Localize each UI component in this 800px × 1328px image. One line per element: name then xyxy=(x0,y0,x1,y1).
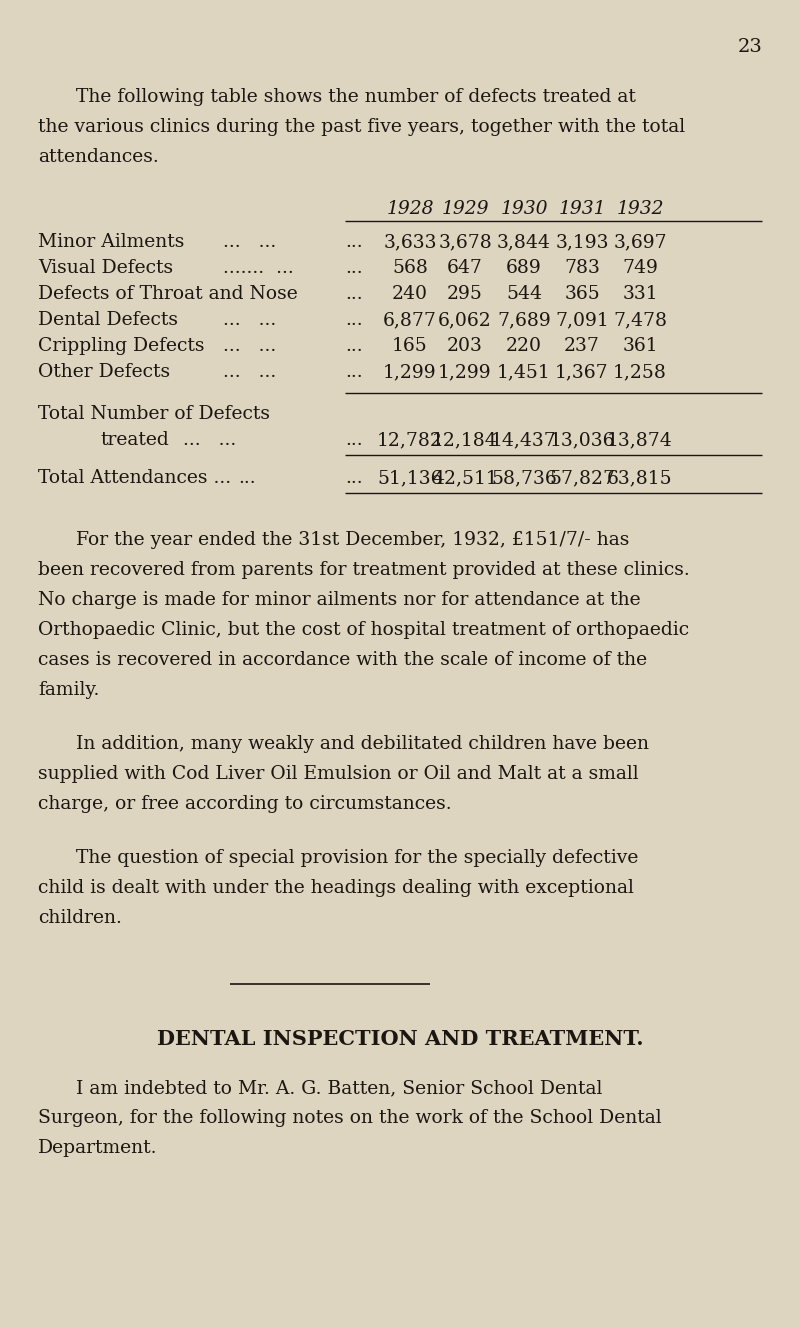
Text: ...: ... xyxy=(238,469,256,487)
Text: 7,478: 7,478 xyxy=(613,311,667,329)
Text: ...: ... xyxy=(345,232,362,251)
Text: ...: ... xyxy=(345,432,362,449)
Text: 57,827: 57,827 xyxy=(549,469,615,487)
Text: 647: 647 xyxy=(447,259,483,278)
Text: 568: 568 xyxy=(392,259,428,278)
Text: The following table shows the number of defects treated at: The following table shows the number of … xyxy=(76,88,636,106)
Text: ...   ...: ... ... xyxy=(183,432,236,449)
Text: Defects of Throat and Nose: Defects of Throat and Nose xyxy=(38,286,298,303)
Text: Other Defects: Other Defects xyxy=(38,363,170,381)
Text: ...   ...: ... ... xyxy=(223,311,276,329)
Text: 165: 165 xyxy=(392,337,428,355)
Text: Visual Defects: Visual Defects xyxy=(38,259,173,278)
Text: cases is recovered in accordance with the scale of income of the: cases is recovered in accordance with th… xyxy=(38,651,647,669)
Text: No charge is made for minor ailments nor for attendance at the: No charge is made for minor ailments nor… xyxy=(38,591,641,610)
Text: Minor Ailments: Minor Ailments xyxy=(38,232,184,251)
Text: 1932: 1932 xyxy=(616,201,664,218)
Text: 1929: 1929 xyxy=(442,201,489,218)
Text: 3,193: 3,193 xyxy=(555,232,609,251)
Text: 1,258: 1,258 xyxy=(613,363,667,381)
Text: For the year ended the 31st December, 1932, £151/7/- has: For the year ended the 31st December, 19… xyxy=(76,531,630,548)
Text: 1,299: 1,299 xyxy=(438,363,492,381)
Text: 240: 240 xyxy=(392,286,428,303)
Text: 295: 295 xyxy=(447,286,483,303)
Text: The question of special provision for the specially defective: The question of special provision for th… xyxy=(76,849,638,867)
Text: Department.: Department. xyxy=(38,1139,158,1157)
Text: Total Number of Defects: Total Number of Defects xyxy=(38,405,270,424)
Text: 1931: 1931 xyxy=(558,201,606,218)
Text: 3,844: 3,844 xyxy=(497,232,551,251)
Text: ...: ... xyxy=(345,337,362,355)
Text: supplied with Cod Liver Oil Emulsion or Oil and Malt at a small: supplied with Cod Liver Oil Emulsion or … xyxy=(38,765,638,784)
Text: DENTAL INSPECTION AND TREATMENT.: DENTAL INSPECTION AND TREATMENT. xyxy=(157,1029,643,1049)
Text: 7,689: 7,689 xyxy=(497,311,551,329)
Text: Dental Defects: Dental Defects xyxy=(38,311,178,329)
Text: I am indebted to Mr. A. G. Batten, Senior School Dental: I am indebted to Mr. A. G. Batten, Senio… xyxy=(76,1078,602,1097)
Text: Total Attendances ...: Total Attendances ... xyxy=(38,469,231,487)
Text: .......  ...: ....... ... xyxy=(223,259,294,278)
Text: ...: ... xyxy=(345,363,362,381)
Text: been recovered from parents for treatment provided at these clinics.: been recovered from parents for treatmen… xyxy=(38,560,690,579)
Text: 749: 749 xyxy=(622,259,658,278)
Text: ...   ...: ... ... xyxy=(223,232,276,251)
Text: 361: 361 xyxy=(622,337,658,355)
Text: Crippling Defects: Crippling Defects xyxy=(38,337,205,355)
Text: 689: 689 xyxy=(506,259,542,278)
Text: 51,136: 51,136 xyxy=(378,469,442,487)
Text: 220: 220 xyxy=(506,337,542,355)
Text: 331: 331 xyxy=(622,286,658,303)
Text: ...   ...: ... ... xyxy=(223,337,276,355)
Text: 544: 544 xyxy=(506,286,542,303)
Text: 7,091: 7,091 xyxy=(555,311,609,329)
Text: 6,877: 6,877 xyxy=(383,311,437,329)
Text: Surgeon, for the following notes on the work of the School Dental: Surgeon, for the following notes on the … xyxy=(38,1109,662,1127)
Text: 1928: 1928 xyxy=(386,201,434,218)
Text: ...: ... xyxy=(345,311,362,329)
Text: 3,697: 3,697 xyxy=(613,232,667,251)
Text: 12,782: 12,782 xyxy=(377,432,443,449)
Text: 23: 23 xyxy=(738,39,762,56)
Text: 3,678: 3,678 xyxy=(438,232,492,251)
Text: 12,184: 12,184 xyxy=(432,432,498,449)
Text: ...   ...: ... ... xyxy=(223,363,276,381)
Text: 365: 365 xyxy=(564,286,600,303)
Text: 13,874: 13,874 xyxy=(607,432,673,449)
Text: In addition, many weakly and debilitated children have been: In addition, many weakly and debilitated… xyxy=(76,734,649,753)
Text: 63,815: 63,815 xyxy=(607,469,673,487)
Text: the various clinics during the past five years, together with the total: the various clinics during the past five… xyxy=(38,118,685,135)
Text: 14,437: 14,437 xyxy=(491,432,557,449)
Text: ...: ... xyxy=(345,259,362,278)
Text: Orthopaedic Clinic, but the cost of hospital treatment of orthopaedic: Orthopaedic Clinic, but the cost of hosp… xyxy=(38,622,689,639)
Text: family.: family. xyxy=(38,681,99,699)
Text: charge, or free according to circumstances.: charge, or free according to circumstanc… xyxy=(38,795,452,813)
Text: 3,633: 3,633 xyxy=(383,232,437,251)
Text: child is dealt with under the headings dealing with exceptional: child is dealt with under the headings d… xyxy=(38,879,634,896)
Text: 1,451: 1,451 xyxy=(497,363,551,381)
Text: 1,299: 1,299 xyxy=(383,363,437,381)
Text: 237: 237 xyxy=(564,337,600,355)
Text: 6,062: 6,062 xyxy=(438,311,492,329)
Text: 1,367: 1,367 xyxy=(555,363,609,381)
Text: ...: ... xyxy=(345,469,362,487)
Text: 783: 783 xyxy=(564,259,600,278)
Text: 1930: 1930 xyxy=(500,201,548,218)
Text: 203: 203 xyxy=(447,337,483,355)
Text: ...: ... xyxy=(345,286,362,303)
Text: 58,736: 58,736 xyxy=(491,469,557,487)
Text: treated: treated xyxy=(100,432,169,449)
Text: attendances.: attendances. xyxy=(38,147,158,166)
Text: children.: children. xyxy=(38,908,122,927)
Text: 13,036: 13,036 xyxy=(550,432,614,449)
Text: 42,511: 42,511 xyxy=(432,469,498,487)
